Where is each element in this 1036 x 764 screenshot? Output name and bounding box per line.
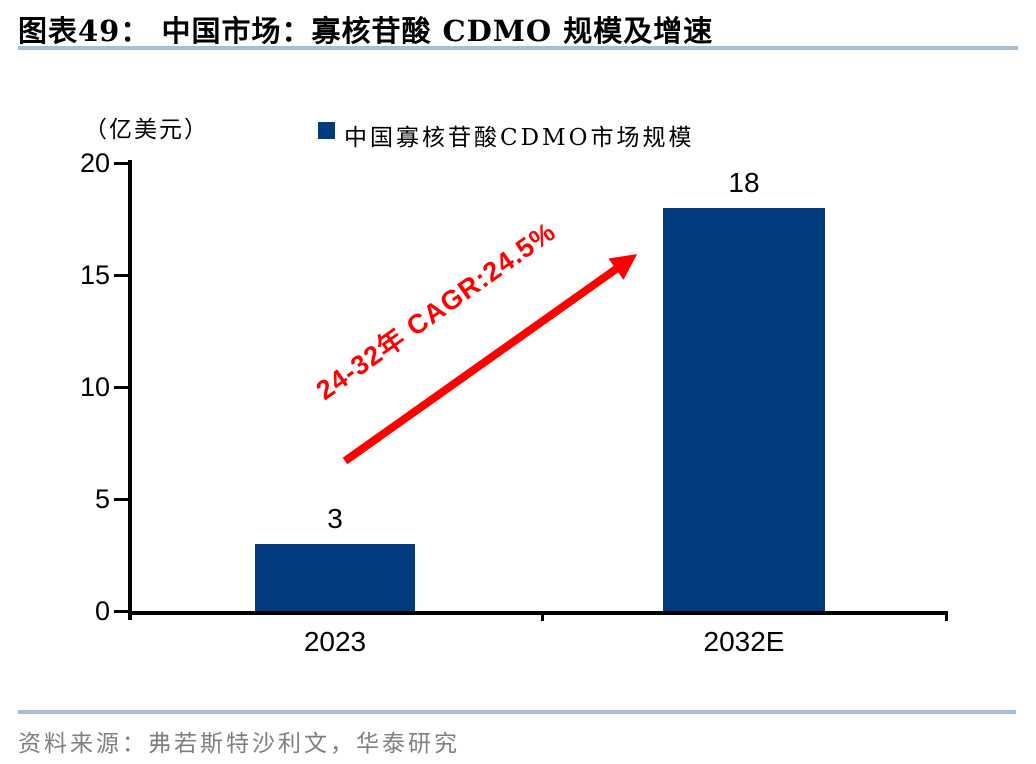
bar-2032e [663, 208, 825, 611]
y-tick-mark [114, 162, 128, 165]
x-category-label-2032e: 2032E [703, 626, 785, 657]
chart-legend: 中国寡核苷酸CDMO市场规模 [318, 118, 694, 152]
figure-title: 图表49： 中国市场：寡核苷酸 CDMO 规模及增速 [18, 14, 714, 48]
x-category-label-2023: 2023 [303, 626, 367, 657]
y-tick-mark [114, 498, 128, 501]
y-tick-label: 15 [79, 260, 110, 290]
bar-value-label-2023: 3 [327, 503, 343, 534]
y-tick-label: 20 [79, 148, 110, 178]
y-tick-mark [114, 386, 128, 389]
title-divider [18, 46, 1018, 50]
y-axis-unit-label: （亿美元） [84, 117, 209, 143]
legend-swatch-icon [318, 122, 335, 139]
cagr-annotation: 24-32年 CAGR:24.5% [310, 216, 562, 406]
x-axis-line [128, 611, 948, 615]
bar-value-label-2032e: 18 [728, 167, 760, 198]
y-tick-mark [114, 610, 128, 613]
source-note: 资料来源：弗若斯特沙利文，华泰研究 [18, 731, 460, 757]
footer-divider [18, 710, 1016, 714]
x-tick-mark [541, 611, 544, 621]
y-tick-mark [114, 274, 128, 277]
y-tick-label: 10 [79, 372, 110, 402]
y-tick-label: 0 [94, 596, 110, 626]
legend-label: 中国寡核苷酸CDMO市场规模 [344, 125, 695, 151]
y-tick-label: 5 [94, 484, 110, 514]
y-axis-line [128, 160, 132, 620]
bar-2023 [255, 544, 415, 611]
x-tick-mark [945, 611, 948, 621]
